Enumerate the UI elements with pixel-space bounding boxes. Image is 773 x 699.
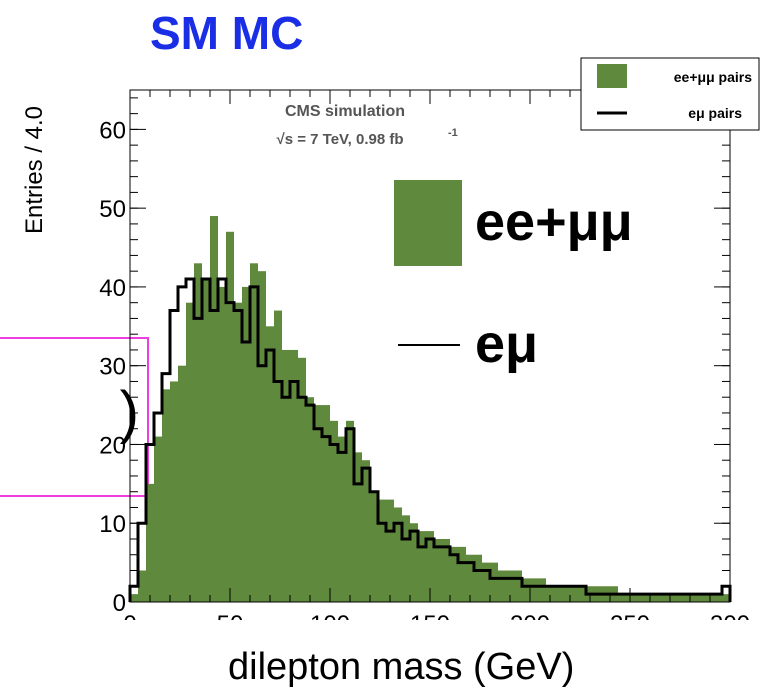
histogram-bar <box>346 420 354 602</box>
histogram-bar <box>378 499 386 602</box>
legend-label-line: eμ pairs <box>688 105 742 121</box>
histogram-bar <box>434 538 442 602</box>
y-tick-label: 60 <box>99 117 126 144</box>
histogram-bar <box>386 499 394 602</box>
histogram-bar <box>506 570 514 602</box>
histogram-bar <box>370 491 378 602</box>
histogram-plot: 0 50 100 150 200 250 300 0 10 20 30 40 50 60 CMS simul… <box>99 57 760 620</box>
histogram-bar <box>698 594 706 602</box>
histogram-bar <box>498 570 506 602</box>
histogram-bar <box>690 594 698 602</box>
histogram-bar <box>330 420 338 602</box>
y-tick-label: 40 <box>99 275 126 302</box>
x-tick-label: 250 <box>610 611 650 620</box>
histogram-bar <box>354 452 362 602</box>
histogram-bar <box>290 349 298 602</box>
histogram-bar <box>242 286 250 602</box>
histogram-bar <box>714 594 722 602</box>
histogram-bar <box>170 381 178 602</box>
histogram-bar <box>490 562 498 602</box>
y-tick-label: 20 <box>99 432 126 459</box>
histogram-bar <box>250 263 258 602</box>
histogram-bar <box>674 594 682 602</box>
histogram-bar <box>402 515 410 602</box>
histogram-bar <box>234 302 242 602</box>
histogram-bar <box>482 562 490 602</box>
histogram-bar <box>554 586 562 602</box>
histogram-bar <box>138 570 146 602</box>
x-tick-label: 0 <box>123 611 136 620</box>
histogram-bar <box>178 365 186 602</box>
histogram-bar <box>530 578 538 602</box>
histogram-bar <box>210 216 218 602</box>
histogram-bar <box>418 531 426 602</box>
annotation-line-2: √s = 7 TeV, 0.98 fb <box>276 131 403 148</box>
histogram-bar <box>546 586 554 602</box>
histogram-bar <box>682 594 690 602</box>
histogram-bar <box>570 586 578 602</box>
x-tick-label: 50 <box>217 611 244 620</box>
histogram-bar <box>466 554 474 602</box>
histogram-bar <box>474 554 482 602</box>
y-tick-label: 0 <box>113 590 126 617</box>
big-legend-swatch-filled <box>394 180 462 266</box>
histogram-bar <box>130 594 138 602</box>
histogram-bar <box>458 546 466 602</box>
histogram-bar <box>362 460 370 602</box>
histogram-bar <box>162 389 170 602</box>
x-tick-label: 200 <box>510 611 550 620</box>
histogram-bar <box>282 349 290 602</box>
histogram-bar <box>314 405 322 602</box>
histogram-bar <box>266 326 274 602</box>
histogram-bar <box>562 586 570 602</box>
histogram-bar <box>186 302 194 602</box>
legend-label-filled: ee+μμ pairs <box>674 69 752 85</box>
histogram-bar <box>226 231 234 603</box>
histogram-bar <box>442 538 450 602</box>
x-tick-label: 300 <box>710 611 750 620</box>
histogram-bar <box>650 594 658 602</box>
histogram-bar <box>426 531 434 602</box>
histogram-bar <box>202 279 210 602</box>
annotation-line-1: CMS simulation <box>285 103 405 120</box>
histogram-bar <box>218 286 226 602</box>
histogram-bar <box>322 405 330 602</box>
big-legend-label-line: eμ <box>475 314 538 374</box>
histogram-bar <box>522 578 530 602</box>
x-tick-label: 100 <box>310 611 350 620</box>
step-line-series <box>128 277 732 602</box>
histogram-bar <box>338 436 346 602</box>
histogram-bar <box>618 594 626 602</box>
histogram-bar <box>642 594 650 602</box>
histogram-bar <box>306 397 314 602</box>
histogram-bar <box>394 507 402 602</box>
histogram-bar <box>658 594 666 602</box>
y-tick-label: 10 <box>99 511 126 538</box>
histogram-bar <box>258 271 266 602</box>
big-legend-label-filled: ee+μμ <box>475 192 633 252</box>
y-tick-label: 50 <box>99 196 126 223</box>
chart-title: SM MC <box>150 7 304 59</box>
histogram-bar <box>722 594 730 602</box>
histogram-bar <box>578 586 586 602</box>
y-tick-label: 30 <box>99 354 126 381</box>
x-tick-label: 150 <box>410 611 450 620</box>
legend-swatch-filled <box>597 64 627 88</box>
histogram-bar <box>450 546 458 602</box>
histogram-bar <box>146 483 154 602</box>
x-axis-label: dilepton mass (GeV) <box>228 646 575 688</box>
annotation-superscript: -1 <box>448 127 458 139</box>
histogram-bar <box>194 263 202 602</box>
histogram-bar <box>274 310 282 602</box>
histogram-bar <box>154 436 162 602</box>
histogram-bar <box>514 570 522 602</box>
histogram-bar <box>410 523 418 602</box>
histogram-bar <box>538 578 546 602</box>
histogram-bar <box>634 594 642 602</box>
histogram-bar <box>298 357 306 602</box>
